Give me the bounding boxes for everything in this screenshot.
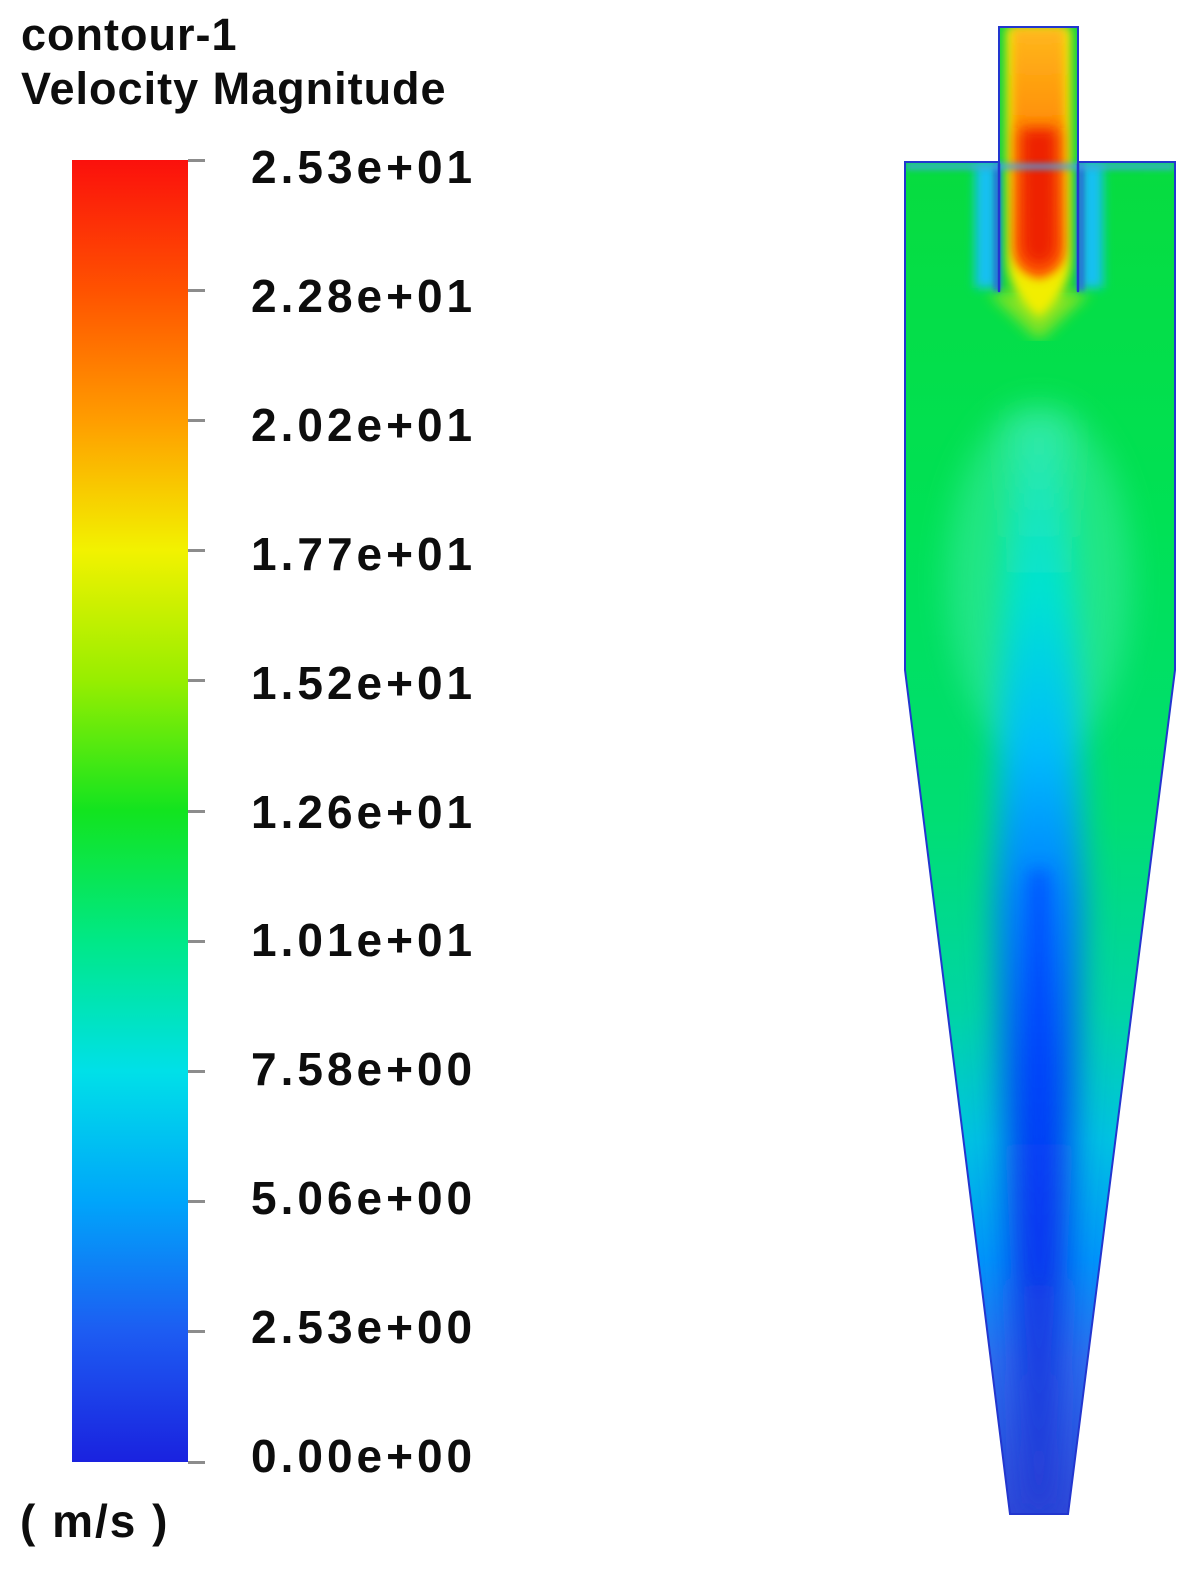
annulus-cyan-strip-left — [975, 164, 997, 288]
colorbar-tick — [188, 158, 205, 162]
colorbar-tick — [188, 939, 205, 943]
annulus-blue-layer-left — [994, 163, 1000, 291]
cyclone-outline — [904, 26, 1176, 1515]
annulus-blue-layer-right — [1078, 163, 1084, 291]
colorbar-tick — [188, 1460, 205, 1464]
vortex-finder-jet — [988, 27, 1090, 339]
colorbar-tick — [188, 1330, 205, 1334]
colorbar-tick-label: 1.77e+01 — [251, 527, 477, 580]
colorbar-tick-label: 2.28e+01 — [251, 269, 477, 322]
colorbar-tick — [188, 418, 205, 422]
colorbar-tick — [188, 1069, 205, 1073]
colorbar-tick-label: 1.26e+01 — [251, 785, 477, 838]
cyclone-fill — [905, 27, 1175, 1514]
colorbar-tick-label: 2.53e+00 — [251, 1301, 477, 1354]
colorbar-tick — [188, 809, 205, 813]
legend-title-line2: Velocity Magnitude — [21, 63, 447, 114]
jet-red-core — [1020, 128, 1058, 266]
colorbar — [72, 160, 188, 1462]
colorbar-tick — [188, 679, 205, 683]
colorbar-tick-label: 2.53e+01 — [251, 141, 477, 193]
vortex-core-dark-streak — [1029, 870, 1049, 1280]
colorbar-tick-label: 2.02e+01 — [251, 398, 477, 451]
colorbar-unit-label: ( m/s ) — [20, 1495, 170, 1547]
colorbar-tick — [188, 1200, 205, 1204]
colorbar-tick-label: 1.52e+01 — [251, 656, 477, 709]
legend-title-line1: contour-1 — [21, 9, 238, 60]
annulus-cyan-strip-right — [1081, 164, 1103, 288]
roof-boundary-layer — [906, 163, 1174, 170]
colorbar-tick-label: 1.01e+01 — [251, 914, 477, 967]
colorbar-tick-label: 5.06e+00 — [251, 1172, 477, 1225]
colorbar-tick — [188, 288, 205, 292]
legend-title: contour-1 Velocity Magnitude — [21, 8, 447, 116]
colorbar-tick-label: 7.58e+00 — [251, 1043, 477, 1096]
colorbar-tick — [188, 549, 205, 553]
colorbar-tick-label: 0.00e+00 — [251, 1430, 477, 1482]
